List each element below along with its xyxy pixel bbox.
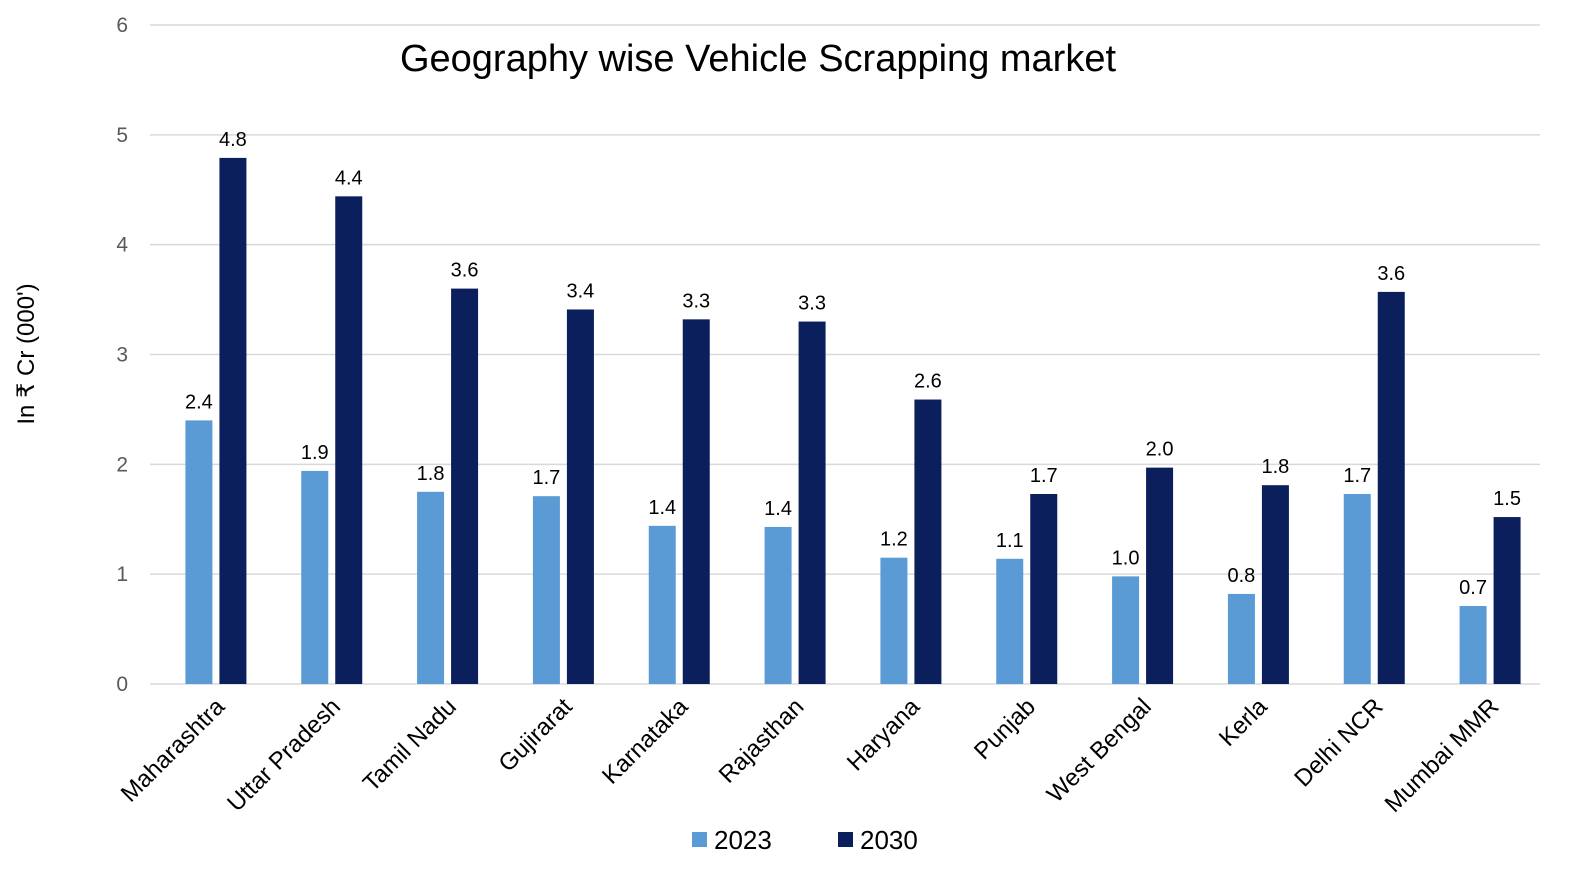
bar-2030-maharashtra — [219, 157, 247, 685]
data-label: 1.7 — [533, 467, 561, 489]
x-category-label: West Bengal — [1042, 693, 1157, 808]
bar-2023-maharashtra — [185, 420, 213, 684]
x-category-label: Haryana — [842, 693, 926, 777]
data-label: 1.7 — [1343, 465, 1371, 487]
legend-label-2023: 2023 — [714, 825, 772, 855]
data-label: 2.4 — [185, 391, 213, 413]
data-label: 3.4 — [567, 280, 595, 302]
data-label: 0.7 — [1459, 577, 1487, 599]
bar-2023-mumbai-mmr — [1459, 606, 1487, 684]
bar-2030-tamil-nadu — [451, 288, 479, 684]
legend-swatch-2023 — [692, 832, 707, 847]
data-label: 1.0 — [1112, 547, 1140, 569]
bar-2030-uttar-pradesh — [335, 196, 363, 684]
data-label: 1.4 — [648, 497, 676, 519]
x-category-label: Rajasthan — [714, 693, 810, 789]
y-tick-label: 6 — [116, 14, 128, 37]
x-category-label: Gujirarat — [493, 693, 577, 777]
bar-2030-kerla — [1261, 485, 1289, 684]
bar-2030-delhi-ncr — [1377, 291, 1405, 684]
data-labels: 2.4 4.8 1.9 4.4 1.8 3.6 1.7 3.4 1.4 3.3 1.4 3.3 1.2 2… — [185, 129, 1521, 599]
bar-2023-kerla — [1227, 593, 1255, 684]
bar-2023-karnataka — [648, 525, 676, 684]
bar-2023-haryana — [880, 557, 908, 684]
bar-2030-mumbai-mmr — [1493, 517, 1521, 684]
y-tick-label: 5 — [116, 124, 128, 147]
x-category-label: Punjab — [969, 693, 1041, 765]
data-label: 3.6 — [1377, 263, 1405, 285]
x-category-label: Kerla — [1214, 693, 1273, 752]
y-tick-label: 2 — [116, 453, 128, 476]
bar-2030-gujirarat — [566, 309, 594, 684]
x-category-label: Karnataka — [597, 693, 694, 790]
bar-2030-karnataka — [682, 319, 710, 684]
gridlines — [150, 24, 1540, 685]
data-label: 1.7 — [1030, 465, 1058, 487]
data-label: 4.8 — [219, 129, 247, 151]
data-label: 1.8 — [1262, 456, 1290, 478]
legend: 2023 2030 — [692, 825, 918, 855]
data-label: 1.1 — [996, 530, 1024, 552]
y-tick-label: 3 — [116, 344, 128, 367]
y-axis-ticks: 0 1 2 3 4 5 6 — [116, 14, 128, 696]
y-tick-label: 0 — [116, 673, 128, 696]
bar-2023-tamil-nadu — [417, 491, 445, 684]
data-label: 2.6 — [914, 371, 942, 393]
x-category-label: Uttar Pradesh — [222, 693, 346, 817]
bar-2023-west-bengal — [1112, 576, 1140, 684]
data-label: 1.2 — [880, 529, 908, 551]
bar-2030-rajasthan — [798, 321, 826, 684]
legend-label-2030: 2030 — [860, 825, 918, 855]
data-label: 0.8 — [1228, 565, 1256, 587]
data-label: 3.3 — [798, 293, 826, 315]
bar-2023-delhi-ncr — [1343, 493, 1371, 684]
data-label: 3.6 — [451, 260, 479, 282]
legend-swatch-2030 — [838, 832, 853, 847]
x-category-label: Tamil Nadu — [358, 693, 462, 797]
y-tick-label: 4 — [116, 234, 128, 257]
data-label: 1.8 — [417, 463, 445, 485]
bar-series — [185, 157, 1521, 685]
data-label: 3.3 — [682, 290, 710, 312]
x-category-label: Maharashtra — [116, 693, 231, 808]
data-label: 1.4 — [764, 498, 792, 520]
bar-2030-haryana — [914, 399, 942, 684]
bar-2030-punjab — [1030, 493, 1058, 684]
y-axis-label: In ₹ Cr (000') — [13, 283, 40, 424]
x-category-label: Delhi NCR — [1289, 693, 1388, 792]
bar-2023-uttar-pradesh — [301, 470, 329, 684]
x-category-label: Mumbai MMR — [1380, 693, 1505, 818]
data-label: 2.0 — [1146, 439, 1174, 461]
bar-2023-punjab — [996, 558, 1024, 684]
bar-2030-west-bengal — [1146, 467, 1174, 684]
data-label: 1.9 — [301, 442, 329, 464]
bar-2023-gujirarat — [532, 496, 560, 684]
y-tick-label: 1 — [116, 563, 128, 586]
data-label: 4.4 — [335, 167, 363, 189]
chart-title: Geography wise Vehicle Scrapping market — [400, 38, 1116, 80]
bar-2023-rajasthan — [764, 526, 792, 684]
data-label: 1.5 — [1493, 488, 1521, 510]
